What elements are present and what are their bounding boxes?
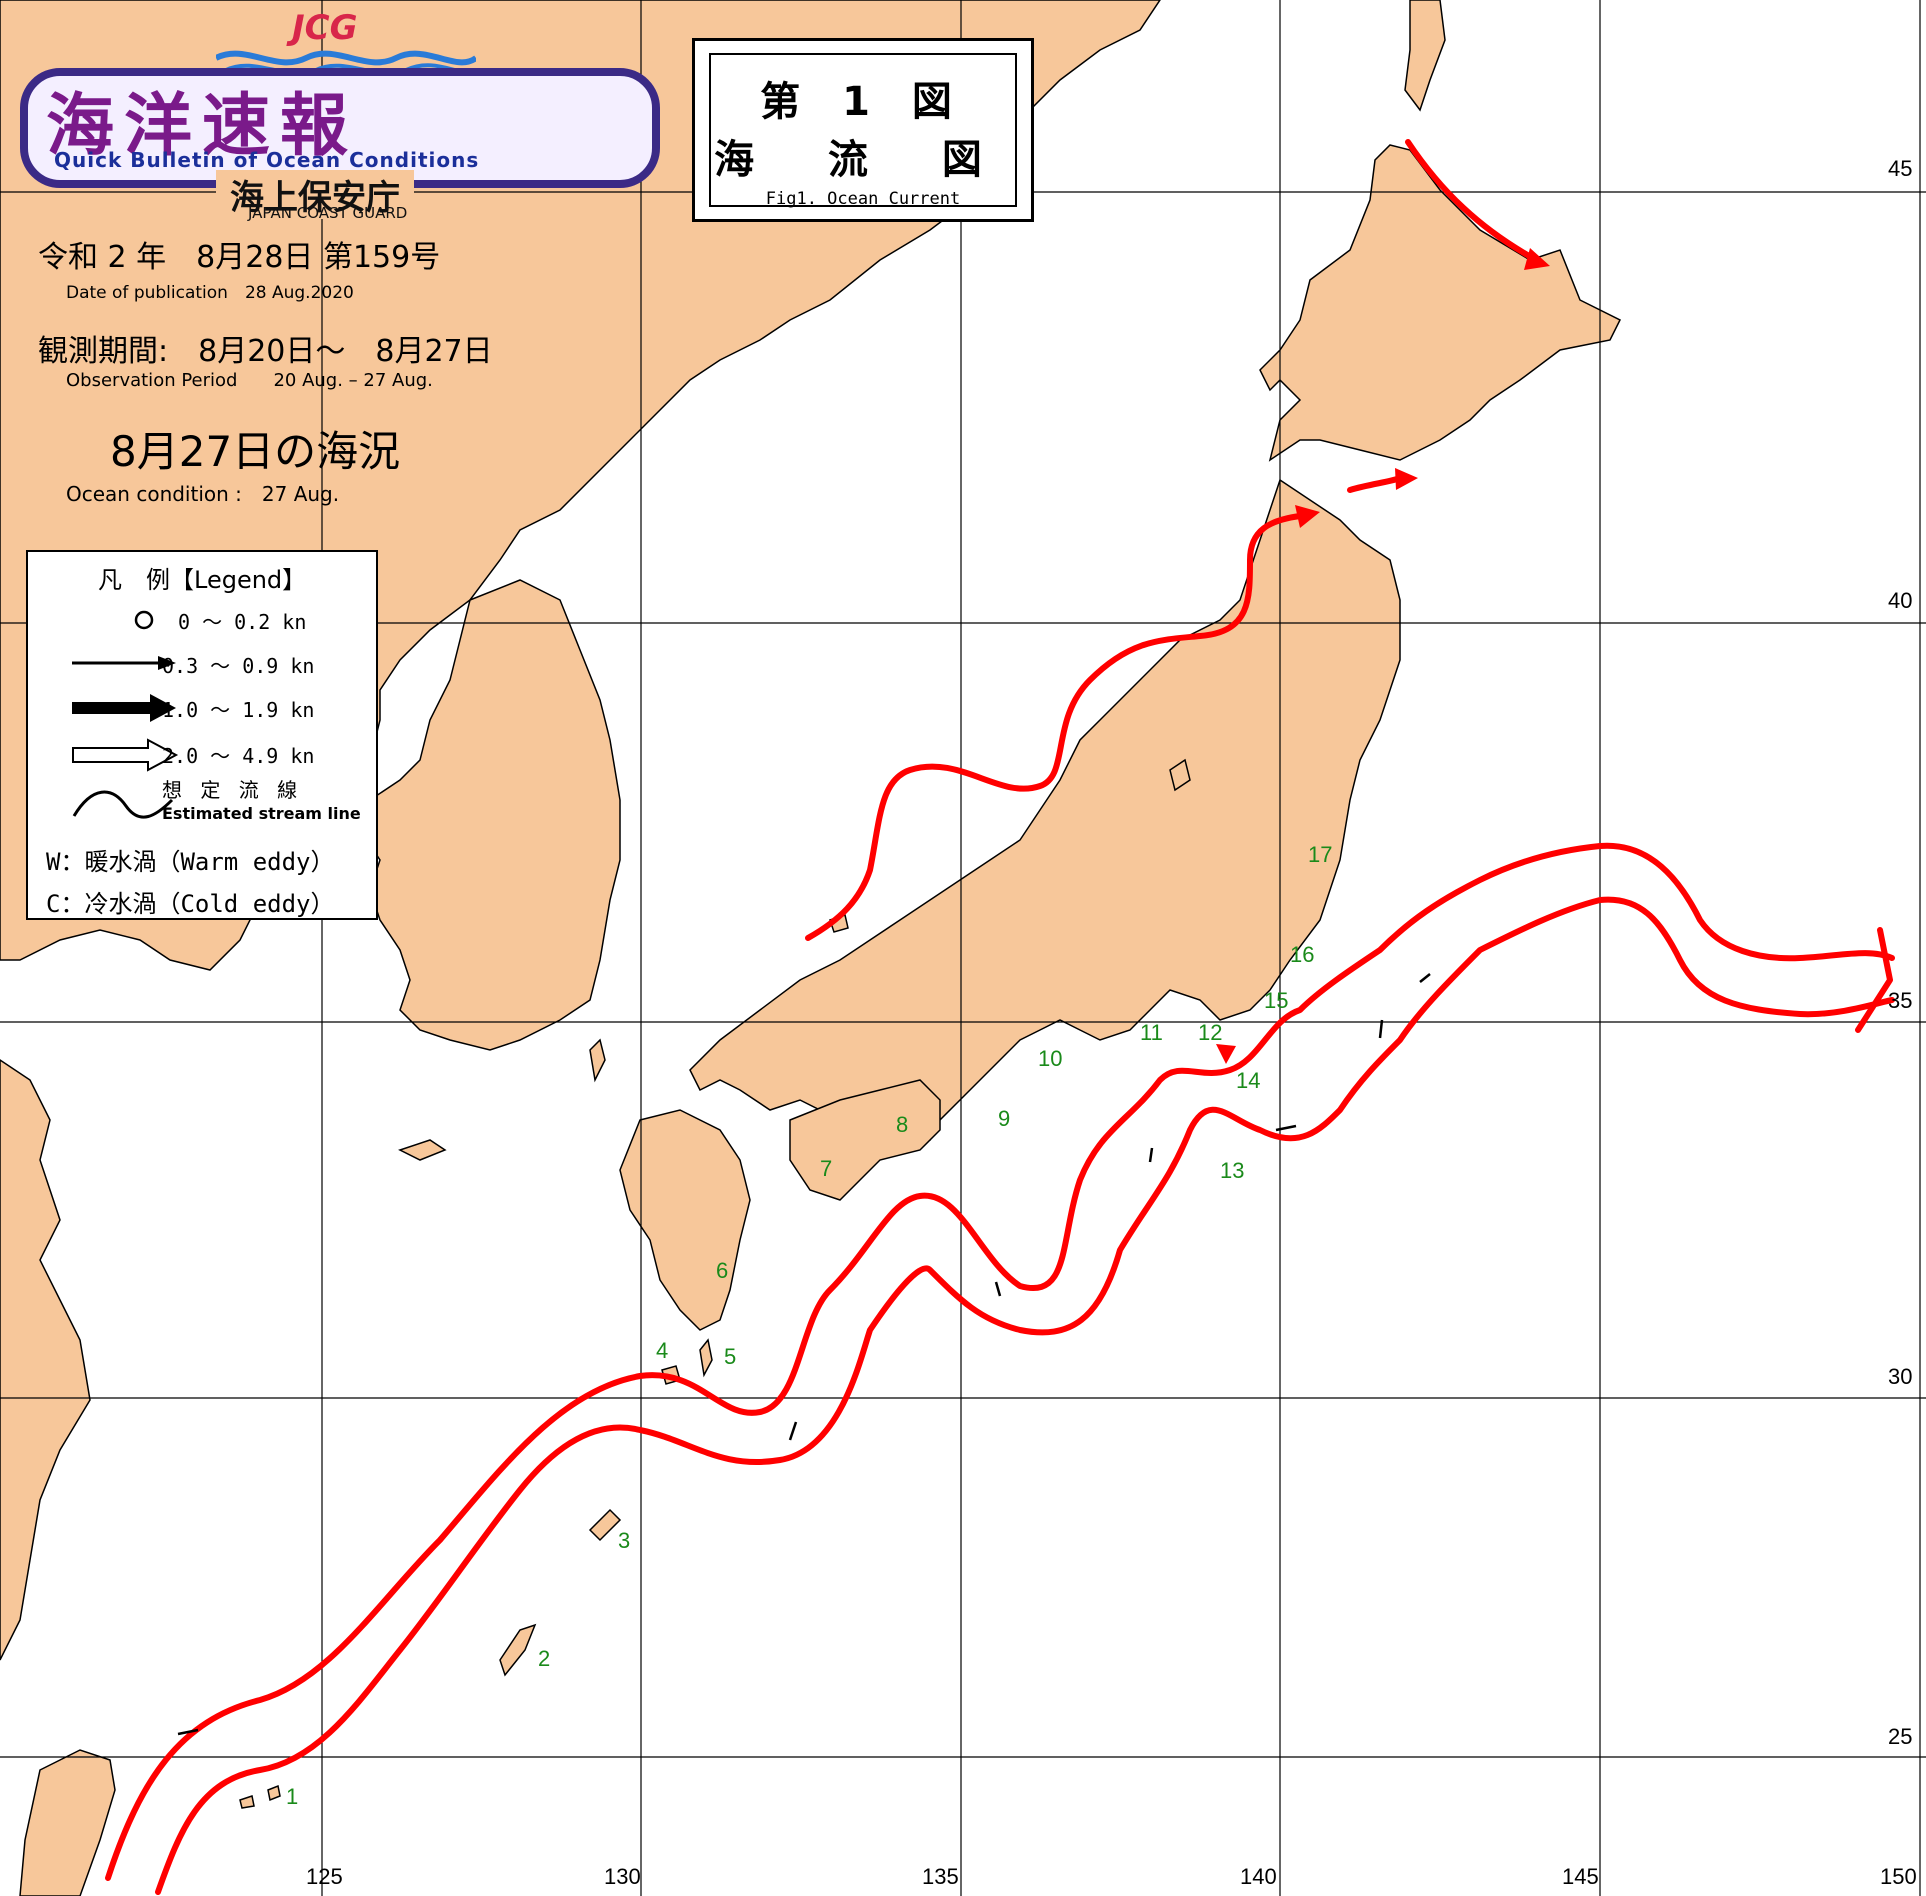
land-tsushima (589, 1038, 606, 1083)
org-name: 海上保安庁 (216, 170, 414, 219)
figure-title-inner: 第 1 図 海 流 図 Fig1. Ocean Current (709, 53, 1017, 209)
lat-label-40: 40 (1888, 588, 1912, 613)
tsushima-current (805, 513, 1303, 941)
observation-period-en: Observation Period 20 Aug. – 27 Aug. (66, 370, 433, 391)
hollow-arrow-icon (72, 738, 179, 772)
region-numbers: 1 2 3 4 5 6 7 8 9 10 11 12 13 14 15 16 1… (286, 842, 1332, 1809)
land-korea (359, 579, 621, 1051)
jcg-logo: JCG 海洋速報 Quick Bulletin of Ocean Conditi… (16, 8, 666, 222)
lon-label-145: 145 (1562, 1864, 1599, 1889)
arrowhead-tsugaru (1395, 468, 1418, 490)
legend-speed-4: 2.0 ～ 4.9 kn (162, 744, 315, 768)
circle-icon (134, 610, 154, 630)
land-okinawa (499, 1623, 537, 1677)
land-amami (588, 1508, 622, 1542)
soya-current (1405, 139, 1543, 265)
arrowhead-soya (1524, 248, 1550, 270)
region-number: 9 (998, 1106, 1010, 1131)
legend-stream-jp: 想 定 流 線 (162, 778, 304, 802)
land-sakhalin (1404, 0, 1446, 112)
region-number: 13 (1220, 1158, 1244, 1183)
legend-title: 凡 例【Legend】 (98, 566, 307, 594)
arrowhead-tsushima (1295, 505, 1320, 528)
land-miyako (267, 1784, 281, 1802)
region-number: 12 (1198, 1020, 1222, 1045)
region-number: 1 (286, 1784, 298, 1809)
estimated-stream-lines (105, 139, 1895, 1895)
land-sado (1169, 758, 1191, 792)
observation-period: 観測期間: 8月20日～ 8月27日 (38, 334, 493, 369)
lon-label-125: 125 (306, 1864, 343, 1889)
ocean-condition-date: 8月27日の海況 (110, 427, 401, 476)
region-number: 10 (1038, 1046, 1062, 1071)
thick-arrow-icon (72, 694, 176, 722)
obs-arrow (1148, 1147, 1154, 1163)
logo-jcg: JCG (292, 8, 358, 48)
land-ishigaki (239, 1795, 255, 1809)
legend: 凡 例【Legend】 0 ～ 0.2 kn 0.3 ～ 0.9 kn 1.0 … (26, 550, 378, 920)
region-number: 16 (1290, 942, 1314, 967)
stream-line-icon (72, 790, 174, 819)
publication-date-en: Date of publication 28 Aug.2020 (66, 283, 354, 303)
lon-label-150: 150 (1880, 1864, 1917, 1889)
kuroshio-extension-end (1855, 927, 1893, 1033)
region-number: 7 (820, 1156, 832, 1181)
legend-warm-eddy: W：暖水渦（Warm eddy） (46, 848, 335, 876)
logo-title: 海洋速報 (46, 87, 359, 166)
observed-current-arrows (177, 973, 1431, 1736)
region-number: 14 (1236, 1068, 1260, 1093)
axis-labels: 125 130 135 140 145 150 45 40 35 30 25 (306, 156, 1917, 1889)
thin-arrow-icon (72, 656, 176, 670)
lat-label-30: 30 (1888, 1364, 1912, 1389)
region-number: 8 (896, 1112, 908, 1137)
land-hokkaido (1259, 144, 1622, 462)
region-number: 17 (1308, 842, 1332, 867)
lon-label-140: 140 (1240, 1864, 1277, 1889)
legend-speed-2: 0.3 ～ 0.9 kn (162, 654, 315, 678)
land-kyushu (619, 1109, 751, 1331)
figure-title: 海 流 図 (714, 137, 1012, 183)
figure-title-en: Fig1. Ocean Current (765, 189, 961, 209)
obs-arrow (994, 1281, 1002, 1297)
region-number: 5 (724, 1344, 736, 1369)
legend-stream-en: Estimated stream line (162, 804, 361, 823)
region-number: 15 (1264, 988, 1288, 1013)
region-number: 11 (1140, 1020, 1163, 1045)
figure-number: 第 1 図 (760, 79, 966, 125)
obs-arrow (1419, 973, 1431, 983)
region-number: 6 (716, 1258, 728, 1283)
arrowhead-izu (1216, 1044, 1236, 1064)
land-tanegashima (699, 1338, 713, 1378)
lon-label-130: 130 (604, 1864, 641, 1889)
logo-frame (20, 68, 660, 188)
region-number: 2 (538, 1646, 550, 1671)
land-jeju (398, 1139, 447, 1161)
kuroshio-south-edge (155, 896, 1895, 1895)
land-china-south (0, 1059, 91, 1661)
kuroshio-north-edge (105, 842, 1895, 1881)
obs-arrow (788, 1421, 798, 1441)
legend-cold-eddy: C：冷水渦（Cold eddy） (46, 890, 335, 918)
legend-speed-3: 1.0 ～ 1.9 kn (162, 698, 315, 722)
org-name-en: JAPAN COAST GUARD (248, 204, 408, 222)
region-number: 3 (618, 1528, 630, 1553)
ocean-condition-date-en: Ocean condition : 27 Aug. (66, 482, 340, 506)
region-number: 4 (656, 1338, 668, 1363)
lat-label-25: 25 (1888, 1724, 1912, 1749)
legend-speed-1: 0 ～ 0.2 kn (178, 610, 307, 634)
land-shikoku (789, 1079, 941, 1201)
lon-label-135: 135 (922, 1864, 959, 1889)
lat-label-35: 35 (1888, 988, 1912, 1013)
figure-title-box: 第 1 図 海 流 図 Fig1. Ocean Current (692, 38, 1034, 222)
logo-subtitle: Quick Bulletin of Ocean Conditions (54, 148, 480, 172)
obs-arrow (177, 1728, 199, 1736)
publication-date: 令和 2 年 8月28日 第159号 (38, 240, 441, 275)
obs-arrow (1378, 1019, 1384, 1039)
current-arrowheads (1216, 248, 1550, 1064)
land-taiwan (19, 1749, 116, 1896)
lat-label-45: 45 (1888, 156, 1912, 181)
obs-arrow (1275, 1124, 1297, 1132)
